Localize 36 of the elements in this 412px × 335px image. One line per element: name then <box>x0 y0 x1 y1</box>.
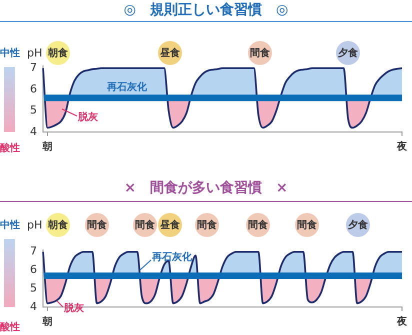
chart-title: ◎ 規則正しい食習慣 ◎ <box>122 1 290 19</box>
text: 中性 <box>0 218 20 232</box>
y-axis-title: pH <box>27 218 42 232</box>
text: 間食 <box>135 218 155 232</box>
text: 中性 <box>0 46 20 60</box>
chart-title: × 間食が多い食習慣 × <box>123 179 289 197</box>
x-tick-label: 夜 <box>396 316 408 328</box>
text: 昼食 <box>160 46 180 60</box>
y-tick-label: 7 <box>30 244 37 258</box>
text: 間食 <box>248 218 268 232</box>
text: 昼食 <box>160 218 180 232</box>
y-tick-label: 5 <box>30 104 37 117</box>
text: 間食 <box>197 218 217 232</box>
y-tick-label: 4 <box>30 300 37 313</box>
text: 夕食 <box>348 218 368 232</box>
annotation: 再石灰化 <box>152 250 192 264</box>
text: 夕食 <box>338 46 358 60</box>
y-tick-label: 5 <box>30 281 37 294</box>
text: 間食 <box>297 218 317 232</box>
text: 間食 <box>87 218 107 232</box>
y-tick-label: 4 <box>30 124 37 138</box>
text: 酸性 <box>0 320 20 334</box>
annotation: 脱灰 <box>78 110 98 124</box>
text: 朝食 <box>48 46 68 60</box>
y-tick-label: 6 <box>30 82 37 96</box>
text: 酸性 <box>0 142 20 155</box>
x-tick-label: 朝 <box>41 316 52 328</box>
text: 朝食 <box>48 218 68 232</box>
y-tick-label: 7 <box>30 60 37 74</box>
annotation: 再石灰化 <box>107 80 147 94</box>
y-axis-title: pH <box>27 46 42 60</box>
x-tick-label: 朝 <box>41 140 52 153</box>
text: 間食 <box>250 46 270 60</box>
y-tick-label: 6 <box>30 263 37 276</box>
x-tick-label: 夜 <box>396 140 408 153</box>
annotation: 脱灰 <box>64 302 84 315</box>
